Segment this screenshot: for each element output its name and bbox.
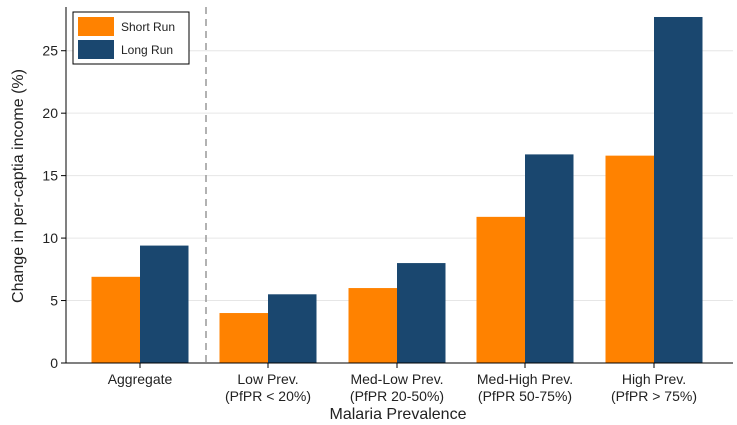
y-tick-label-10: 10 bbox=[42, 230, 58, 246]
legend-label-short-run: Short Run bbox=[121, 20, 175, 34]
category-label-1: Low Prev. bbox=[237, 371, 298, 387]
y-tick-label-5: 5 bbox=[50, 293, 58, 309]
category-sublabel-3: (PfPR 50-75%) bbox=[478, 388, 572, 404]
category-label-2: Med-Low Prev. bbox=[350, 371, 443, 387]
legend-swatch-short-run bbox=[78, 17, 114, 36]
bar-short-run-0 bbox=[91, 276, 140, 363]
y-axis-title: Change in per-captia income (%) bbox=[10, 69, 27, 303]
x-axis-categories: Aggregate Low Prev.(PfPR < 20%) Med-Low Pr… bbox=[108, 363, 697, 404]
category-label-0: Aggregate bbox=[108, 371, 173, 387]
y-tick-label-25: 25 bbox=[42, 43, 58, 59]
bar-short-run-4 bbox=[605, 155, 654, 363]
bar-long-run-2 bbox=[397, 263, 446, 363]
category-label-3: Med-High Prev. bbox=[477, 371, 573, 387]
category-sublabel-2: (PfPR 20-50%) bbox=[350, 388, 444, 404]
bar-long-run-4 bbox=[654, 16, 703, 364]
bars bbox=[91, 16, 703, 364]
bar-long-run-1 bbox=[268, 294, 317, 363]
bar-short-run-2 bbox=[348, 288, 397, 363]
x-axis-title: Malaria Prevalence bbox=[330, 406, 467, 423]
y-axis-ticks: 0 5 10 15 20 25 bbox=[42, 43, 66, 371]
y-tick-label-20: 20 bbox=[42, 105, 58, 121]
category-sublabel-1: (PfPR < 20%) bbox=[225, 388, 311, 404]
bar-long-run-0 bbox=[140, 245, 189, 363]
y-tick-label-15: 15 bbox=[42, 168, 58, 184]
legend: Short Run Long Run bbox=[72, 11, 190, 65]
bar-short-run-1 bbox=[219, 313, 268, 363]
bar-long-run-3 bbox=[525, 154, 574, 363]
legend-label-long-run: Long Run bbox=[121, 43, 173, 57]
legend-swatch-long-run bbox=[78, 40, 114, 59]
category-sublabel-4: (PfPR > 75%) bbox=[611, 388, 697, 404]
category-label-4: High Prev. bbox=[622, 371, 686, 387]
bar-short-run-3 bbox=[476, 216, 525, 363]
y-tick-label-0: 0 bbox=[50, 355, 58, 371]
